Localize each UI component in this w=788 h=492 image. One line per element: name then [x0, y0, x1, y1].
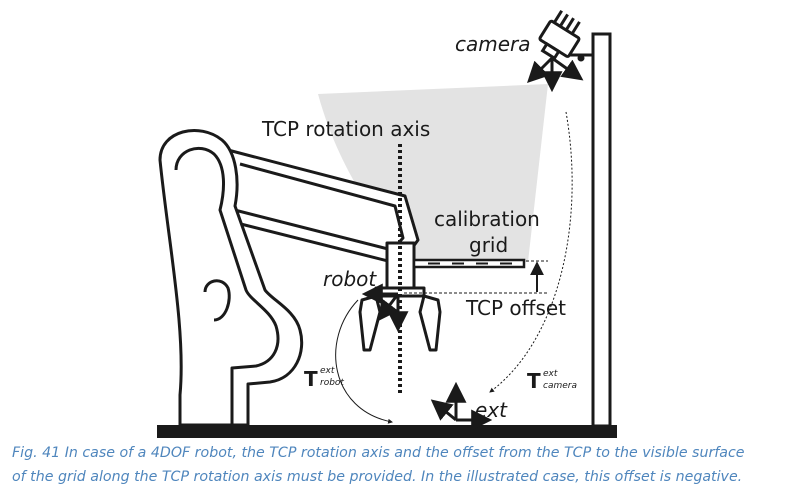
figure-caption-line2: of the grid along the TCP rotation axis … [12, 469, 743, 485]
calibration-grid-plate [412, 258, 526, 269]
svg-text:ext: ext [320, 366, 335, 376]
calibration-grid-label-line2: grid [469, 233, 508, 257]
svg-text:ext: ext [543, 369, 558, 379]
tcp-offset-indicator [404, 260, 548, 294]
ext-label: ext [475, 398, 508, 422]
t-ext-robot-transform-label: T ext robot [304, 366, 344, 391]
camera-icon [538, 9, 585, 62]
robot-arm [158, 129, 420, 427]
svg-text:robot: robot [320, 378, 344, 388]
tcp-offset-label: TCP offset [465, 296, 566, 320]
camera-view-cone [318, 84, 548, 262]
t-ext-camera-transform-label: T ext camera [527, 369, 577, 393]
camera-frame-axes [527, 56, 584, 93]
camera-post [570, 32, 612, 428]
svg-text:T: T [527, 369, 541, 393]
floor-plate [157, 425, 617, 438]
ext-frame-axes [430, 381, 493, 431]
tcp-rotation-axis-label: TCP rotation axis [261, 117, 430, 141]
figure-caption: Fig. 41 In case of a 4DOF robot, the TCP… [12, 441, 782, 489]
robot-label: robot [323, 267, 377, 291]
camera-to-ext-transform-arc [489, 111, 573, 393]
figure-caption-line1: Fig. 41 In case of a 4DOF robot, the TCP… [12, 445, 745, 461]
svg-text:T: T [304, 367, 318, 391]
robot-tcp-frame-axes [361, 283, 409, 333]
camera-label: camera [455, 32, 531, 56]
calibration-grid-label-line1: calibration [434, 207, 540, 231]
svg-text:camera: camera [543, 381, 577, 391]
robot-to-ext-transform-arc [335, 299, 393, 424]
